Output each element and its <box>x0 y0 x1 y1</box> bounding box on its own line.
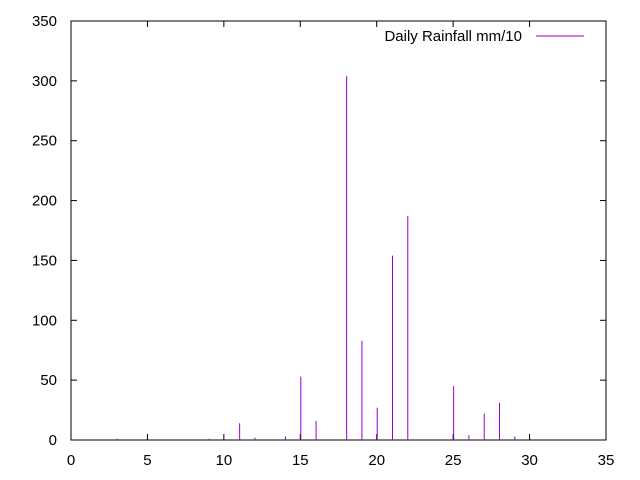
plot-border <box>70 20 607 441</box>
y-tick-label: 50 <box>40 372 57 389</box>
legend: Daily Rainfall mm/10 <box>384 28 584 45</box>
x-tick-label: 10 <box>216 452 233 469</box>
x-tick-label: 35 <box>598 452 615 469</box>
x-tick-label: 20 <box>368 452 385 469</box>
legend-label: Daily Rainfall mm/10 <box>384 28 522 45</box>
y-tick-label: 100 <box>32 312 57 329</box>
y-tick-label: 350 <box>32 13 57 30</box>
x-tick-label: 15 <box>292 452 309 469</box>
bars-layer <box>116 76 531 440</box>
x-tick-label: 5 <box>143 452 151 469</box>
y-tick-label: 250 <box>32 133 57 150</box>
y-tick-label: 150 <box>32 252 57 269</box>
x-tick-label: 30 <box>521 452 538 469</box>
y-tick-label: 300 <box>32 73 57 90</box>
x-tick-label: 25 <box>445 452 462 469</box>
y-tick-label: 200 <box>32 193 57 210</box>
x-tick-label: 0 <box>67 452 75 469</box>
y-tick-label: 0 <box>49 432 57 449</box>
